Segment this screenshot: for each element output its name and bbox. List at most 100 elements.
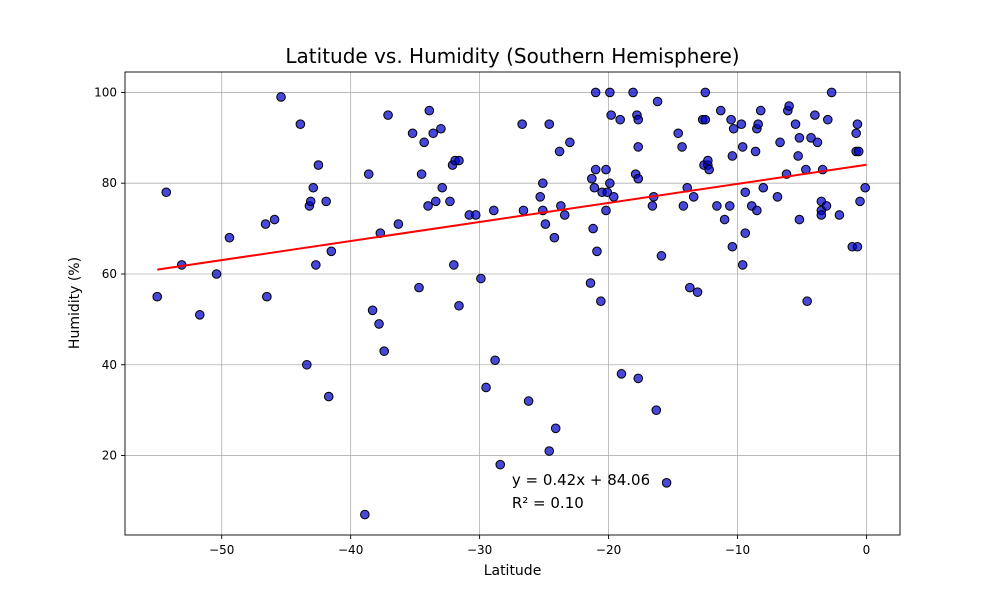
data-point bbox=[161, 187, 172, 198]
data-point bbox=[424, 105, 435, 116]
data-point bbox=[704, 164, 714, 175]
data-point bbox=[802, 296, 812, 307]
axis-ticks: −50 −40 −30 −20 −10 0 20 40 60 80 100 bbox=[94, 85, 870, 557]
data-point bbox=[606, 110, 616, 120]
data-point bbox=[628, 87, 638, 98]
data-point bbox=[784, 101, 794, 111]
data-point bbox=[812, 137, 823, 148]
data-point bbox=[565, 137, 575, 148]
data-point bbox=[305, 196, 316, 207]
y-tick-label: 60 bbox=[102, 267, 117, 281]
data-point bbox=[383, 110, 393, 120]
data-point bbox=[727, 151, 738, 161]
data-point bbox=[540, 219, 551, 229]
data-point bbox=[633, 114, 644, 125]
data-point bbox=[790, 119, 801, 130]
y-axis-label: Humidity (%) bbox=[67, 257, 83, 349]
x-tick-label: −40 bbox=[338, 543, 363, 557]
data-point bbox=[313, 160, 324, 170]
data-point bbox=[677, 142, 687, 152]
data-point bbox=[678, 201, 689, 211]
data-point bbox=[454, 155, 464, 166]
data-point bbox=[260, 219, 271, 229]
data-point bbox=[794, 214, 805, 225]
data-point bbox=[703, 155, 713, 166]
data-point bbox=[715, 105, 726, 116]
data-point bbox=[605, 178, 615, 189]
data-point bbox=[740, 228, 751, 238]
data-point bbox=[523, 396, 534, 406]
data-point bbox=[449, 260, 459, 270]
data-point bbox=[269, 214, 280, 225]
x-axis-label: Latitude bbox=[484, 563, 542, 579]
data-point bbox=[601, 164, 611, 175]
data-point bbox=[535, 192, 546, 202]
y-tick-label: 100 bbox=[94, 85, 117, 99]
regression-line-group bbox=[157, 163, 867, 271]
data-point bbox=[550, 423, 561, 434]
data-point bbox=[737, 142, 748, 152]
data-point bbox=[416, 169, 427, 179]
data-point bbox=[692, 287, 703, 297]
data-point bbox=[605, 87, 615, 98]
data-point bbox=[822, 114, 833, 125]
data-point bbox=[685, 282, 695, 293]
data-point bbox=[601, 205, 611, 216]
data-point bbox=[367, 305, 378, 316]
data-point bbox=[651, 405, 662, 415]
data-point bbox=[728, 123, 739, 134]
data-point bbox=[712, 201, 722, 211]
data-point bbox=[688, 192, 699, 202]
chart-title: Latitude vs. Humidity (Southern Hemisphe… bbox=[285, 44, 739, 68]
x-tick-label: −30 bbox=[467, 543, 492, 557]
data-point bbox=[816, 210, 827, 220]
grid bbox=[125, 72, 900, 535]
x-tick-label: 0 bbox=[863, 543, 871, 557]
data-point bbox=[616, 369, 627, 379]
data-point bbox=[588, 223, 598, 234]
data-point bbox=[652, 96, 663, 107]
data-point bbox=[724, 201, 735, 211]
data-point bbox=[311, 260, 321, 270]
data-point bbox=[414, 282, 424, 293]
data-point bbox=[437, 182, 448, 193]
data-point bbox=[194, 310, 205, 320]
data-point bbox=[470, 210, 481, 220]
regression-equation: y = 0.42x + 84.06 bbox=[512, 471, 650, 489]
data-point bbox=[323, 391, 334, 402]
data-point bbox=[407, 128, 418, 139]
data-point bbox=[379, 346, 389, 356]
data-point bbox=[454, 300, 464, 311]
data-point bbox=[736, 119, 747, 130]
data-point bbox=[615, 114, 625, 125]
data-point bbox=[633, 373, 644, 384]
data-point bbox=[602, 187, 613, 198]
data-point bbox=[794, 133, 805, 143]
data-point bbox=[647, 201, 658, 211]
data-point bbox=[211, 269, 222, 279]
data-point bbox=[430, 196, 441, 207]
data-point bbox=[608, 192, 619, 202]
data-point bbox=[445, 196, 455, 207]
data-point bbox=[262, 291, 272, 302]
data-point bbox=[544, 446, 555, 456]
data-point bbox=[592, 246, 602, 257]
data-point bbox=[559, 210, 570, 220]
data-point bbox=[590, 164, 601, 175]
data-point bbox=[755, 105, 766, 116]
data-point bbox=[476, 273, 486, 284]
data-point bbox=[810, 110, 820, 120]
data-point bbox=[363, 169, 374, 179]
data-point bbox=[750, 146, 761, 157]
data-point bbox=[673, 128, 684, 139]
data-point bbox=[326, 246, 337, 257]
data-point bbox=[772, 192, 783, 202]
data-point bbox=[633, 173, 644, 184]
data-point bbox=[517, 119, 527, 130]
data-point bbox=[851, 128, 861, 139]
data-point bbox=[589, 182, 600, 193]
data-point bbox=[538, 178, 548, 189]
data-point bbox=[775, 137, 785, 148]
data-point bbox=[544, 119, 555, 130]
